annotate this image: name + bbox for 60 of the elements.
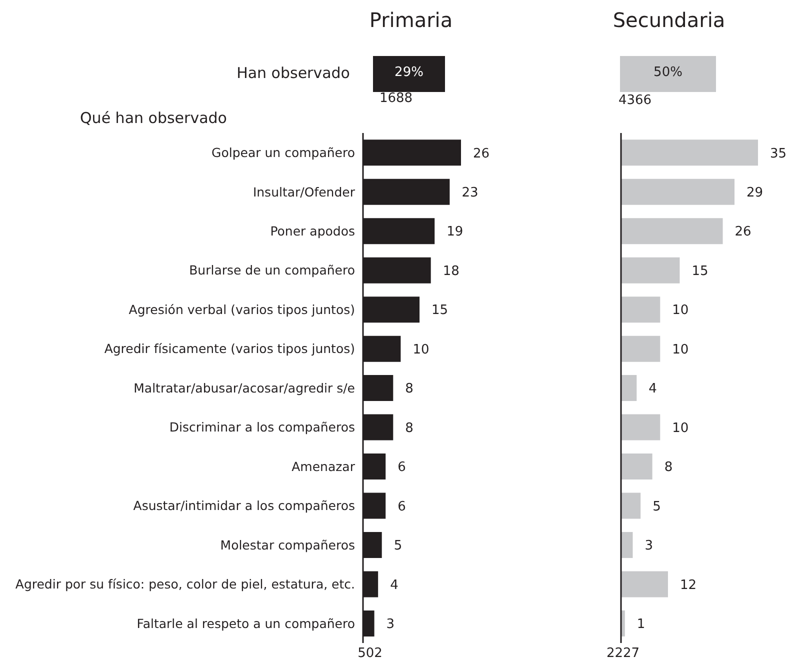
data-label: 3	[386, 617, 395, 632]
chart-title: Primaria	[368, 8, 454, 32]
data-label: 4	[390, 578, 398, 593]
y-tick-label: Golpear un compañero	[212, 145, 355, 160]
text: Qué han observado	[80, 108, 228, 126]
data-label: 8	[405, 382, 414, 397]
data-label: 29	[746, 186, 764, 201]
text: 50%	[652, 64, 684, 80]
y-tick-label: Faltarle al respeto a un compañero	[136, 616, 355, 631]
bar	[621, 454, 652, 480]
text: 2227	[605, 646, 641, 662]
text: 4366	[617, 92, 653, 108]
text: Han observado	[236, 64, 350, 82]
y-tick-label: Agresión verbal (varios tipos juntos)	[128, 302, 355, 317]
data-label: 15	[692, 264, 708, 279]
bar	[621, 492, 641, 519]
data-label: 4	[648, 382, 657, 397]
data-label: 8	[664, 460, 673, 476]
y-tick-label: Amenazar	[292, 458, 356, 474]
y-tick-label: Insultar/Ofender	[252, 184, 356, 200]
y-tick-label: Molestar compañeros	[220, 537, 355, 552]
data-label: 26	[473, 146, 490, 162]
data-label: 35	[770, 146, 787, 162]
y-tick-label: Asustar/intimidar a los compañeros	[133, 498, 355, 514]
data-label: 12	[680, 578, 697, 593]
data-label: 10	[672, 342, 689, 358]
data-label: 23	[462, 186, 478, 201]
bar	[621, 178, 735, 205]
data-label: 5	[652, 499, 661, 514]
data-label: 5	[394, 538, 402, 554]
data-label: 19	[446, 224, 464, 240]
data-label: 3	[644, 538, 654, 554]
text: 1688	[378, 90, 414, 106]
bar	[621, 571, 668, 598]
data-label: 18	[442, 264, 460, 279]
data-label: 6	[398, 460, 406, 476]
bar	[621, 336, 660, 362]
bar	[621, 414, 660, 440]
y-tick-label: Burlarse de un compañero	[189, 262, 355, 278]
bar	[621, 375, 637, 402]
data-label: 10	[672, 303, 689, 318]
bar	[621, 218, 723, 244]
y-tick-label: Poner apodos	[270, 224, 355, 239]
text: 502	[356, 646, 384, 662]
data-label: 8	[405, 420, 414, 436]
y-tick-label: Agredir por su físico: peso, color de piel, estatura, etc.	[15, 576, 355, 592]
data-label: 1	[636, 617, 646, 632]
y-tick-label: Discriminar a los compañeros	[169, 420, 355, 435]
chart-title: Secundaria	[612, 8, 726, 32]
data-label: 10	[672, 420, 689, 436]
y-tick-label: Agredir físicamente (varios tipos juntos)	[104, 341, 355, 356]
bar	[621, 296, 660, 323]
bar	[621, 257, 680, 284]
text: 29%	[394, 64, 424, 80]
y-tick-label: Maltratar/abusar/acosar/agredir s/e	[134, 380, 356, 396]
data-label: 26	[734, 224, 752, 240]
data-label: 10	[412, 342, 430, 358]
data-label: 6	[398, 499, 406, 514]
data-label: 15	[432, 303, 448, 318]
bar	[621, 140, 758, 166]
